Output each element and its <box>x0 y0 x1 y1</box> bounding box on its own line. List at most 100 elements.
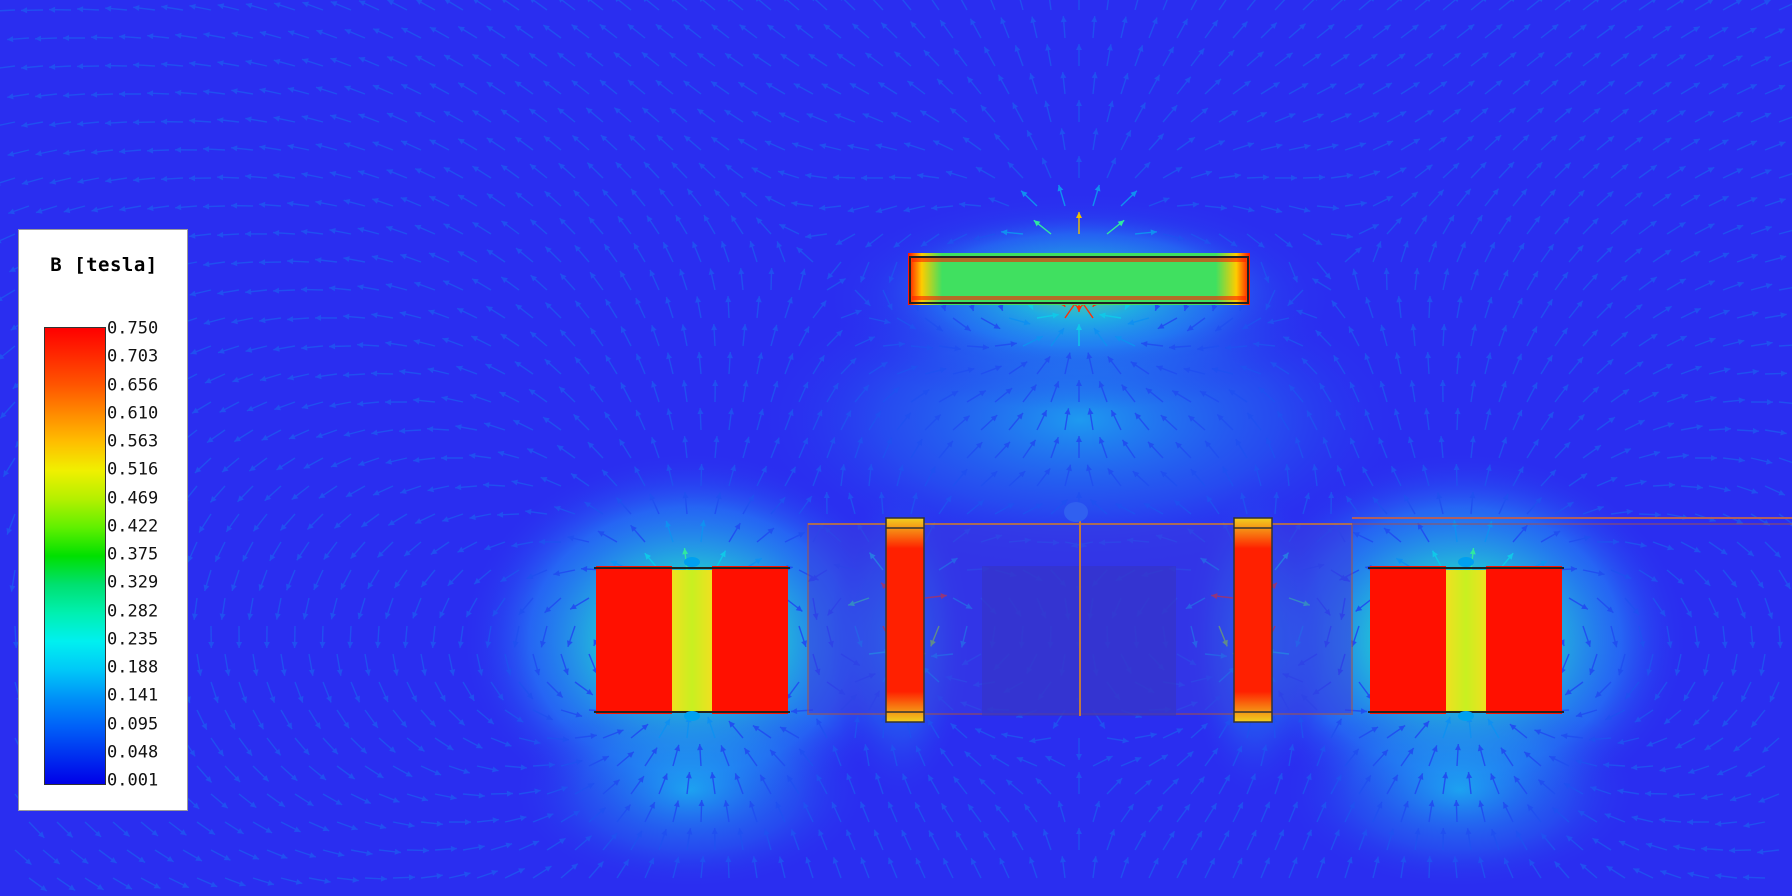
flux-arrow-head <box>1659 609 1666 617</box>
flux-arrow-head <box>504 741 512 747</box>
flux-arrow-head <box>711 136 718 143</box>
flux-arrow-head <box>648 857 655 865</box>
flux-arrow-head <box>671 162 678 169</box>
flux-arrow-head <box>544 866 552 872</box>
flux-arrow-head <box>884 318 891 325</box>
flux-arrow-head <box>1532 439 1539 446</box>
flux-arrow-head <box>801 640 807 647</box>
flux-arrow-head <box>1349 802 1355 809</box>
flux-arrow-head <box>572 135 579 142</box>
flux-arrow-head <box>994 365 1002 372</box>
flux-arrow-head <box>262 775 269 782</box>
flux-arrow-head <box>1731 669 1737 676</box>
flux-arrow-head <box>297 695 304 703</box>
flux-arrow-head <box>540 477 548 483</box>
flux-arrow-head <box>749 801 755 808</box>
flux-arrow-head <box>864 299 871 306</box>
flux-arrow-head <box>880 362 888 368</box>
flux-arrow-head <box>997 304 1004 311</box>
flux-arrow-head <box>344 142 351 148</box>
flux-arrow-head <box>1143 162 1151 169</box>
flux-arrow-head <box>1183 367 1191 373</box>
flux-arrow-head <box>928 830 935 838</box>
flux-arrow-head <box>1633 868 1640 874</box>
flux-arrow-head <box>175 32 182 39</box>
flux-arrow-head <box>1645 842 1653 849</box>
flux-arrow-head <box>1554 861 1561 868</box>
flux-arrow-head <box>516 716 524 723</box>
flux-arrow-head <box>1471 324 1478 331</box>
flux-arrow-head <box>1505 215 1512 223</box>
legend-tick-label: 0.703 <box>107 346 159 367</box>
flux-arrow-head <box>834 113 842 119</box>
flux-arrow-shaft <box>560 0 576 11</box>
flux-arrow-head <box>1631 815 1639 822</box>
flux-arrow-head <box>1780 370 1787 377</box>
flux-arrow-head <box>977 500 984 507</box>
flux-arrow-head <box>674 744 681 752</box>
flux-arrow-head <box>1551 80 1559 87</box>
flux-arrow-head <box>1262 174 1269 181</box>
flux-arrow-head <box>659 188 666 196</box>
flux-arrow-head <box>1624 573 1632 579</box>
flux-arrow-head <box>1592 386 1599 394</box>
flux-arrow-head <box>1736 518 1743 524</box>
flux-arrow-head <box>1273 492 1280 499</box>
flux-arrow-head <box>711 324 718 331</box>
flux-arrow-head <box>429 83 437 89</box>
flux-arrow-head <box>387 0 395 6</box>
flux-arrow-shaft <box>1778 286 1792 291</box>
flux-arrow-head <box>478 844 485 851</box>
flux-arrow-head <box>295 879 303 885</box>
flux-arrow-head <box>203 203 210 210</box>
flux-arrow-head <box>1721 641 1728 648</box>
flux-arrow-head <box>12 382 20 389</box>
flux-arrow-head <box>847 492 854 500</box>
flux-arrow-head <box>823 492 830 498</box>
flux-arrow-head <box>867 464 874 471</box>
flux-arrow-head <box>1724 486 1731 493</box>
flux-arrow-head <box>1076 156 1082 162</box>
flux-arrow-head <box>927 719 934 726</box>
flux-arrow-head <box>915 802 921 809</box>
flux-arrow-head <box>1741 695 1747 702</box>
flux-arrow-head <box>1721 27 1729 33</box>
flux-arrow-head <box>246 405 254 412</box>
flux-arrow-head <box>1626 508 1633 515</box>
flux-arrow-head <box>450 845 457 852</box>
flux-arrow-head <box>755 0 759 2</box>
flux-arrow-head <box>1666 641 1673 648</box>
flux-arrow-head <box>940 20 947 27</box>
flux-arrow-head <box>1041 410 1047 417</box>
flux-arrow-head <box>604 411 611 419</box>
flux-arrow-head <box>217 60 224 67</box>
flux-arrow-head <box>862 384 869 392</box>
flux-arrow-head <box>727 0 731 3</box>
flux-arrow-head <box>371 721 378 728</box>
flux-arrow-head <box>584 502 592 508</box>
flux-arrow-head <box>1751 311 1759 317</box>
flux-arrow-head <box>651 381 657 388</box>
flux-arrow-head <box>318 492 326 499</box>
flux-arrow-head <box>664 718 670 726</box>
flux-arrow-head <box>10 324 18 331</box>
flux-arrow-head <box>1636 361 1644 368</box>
legend-tick-label: 0.516 <box>107 459 159 480</box>
flux-arrow-head <box>399 311 407 317</box>
flux-arrow-head <box>615 0 619 3</box>
flux-arrow-head <box>147 90 154 97</box>
flux-arrow-head <box>274 404 281 411</box>
flux-arrow-head <box>231 584 237 591</box>
legend-tick-label: 0.469 <box>107 488 159 508</box>
flux-arrow-head <box>1373 170 1380 176</box>
flux-arrow-head <box>665 297 671 304</box>
flux-arrow-head <box>1076 828 1082 834</box>
flux-arrow-head <box>527 448 534 454</box>
flux-arrow-head <box>1752 427 1759 434</box>
flux-arrow-head <box>357 612 364 620</box>
flux-arrow-head <box>832 857 839 864</box>
flux-arrow-head <box>599 80 607 87</box>
flux-arrow-head <box>964 324 971 331</box>
flux-arrow-head <box>259 30 267 37</box>
